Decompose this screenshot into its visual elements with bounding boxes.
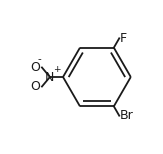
Text: O: O	[30, 61, 40, 74]
Text: F: F	[120, 32, 127, 45]
Text: N: N	[45, 71, 55, 83]
Text: O: O	[30, 80, 40, 93]
Text: +: +	[53, 65, 61, 74]
Text: -: -	[37, 54, 41, 64]
Text: Br: Br	[120, 109, 134, 122]
